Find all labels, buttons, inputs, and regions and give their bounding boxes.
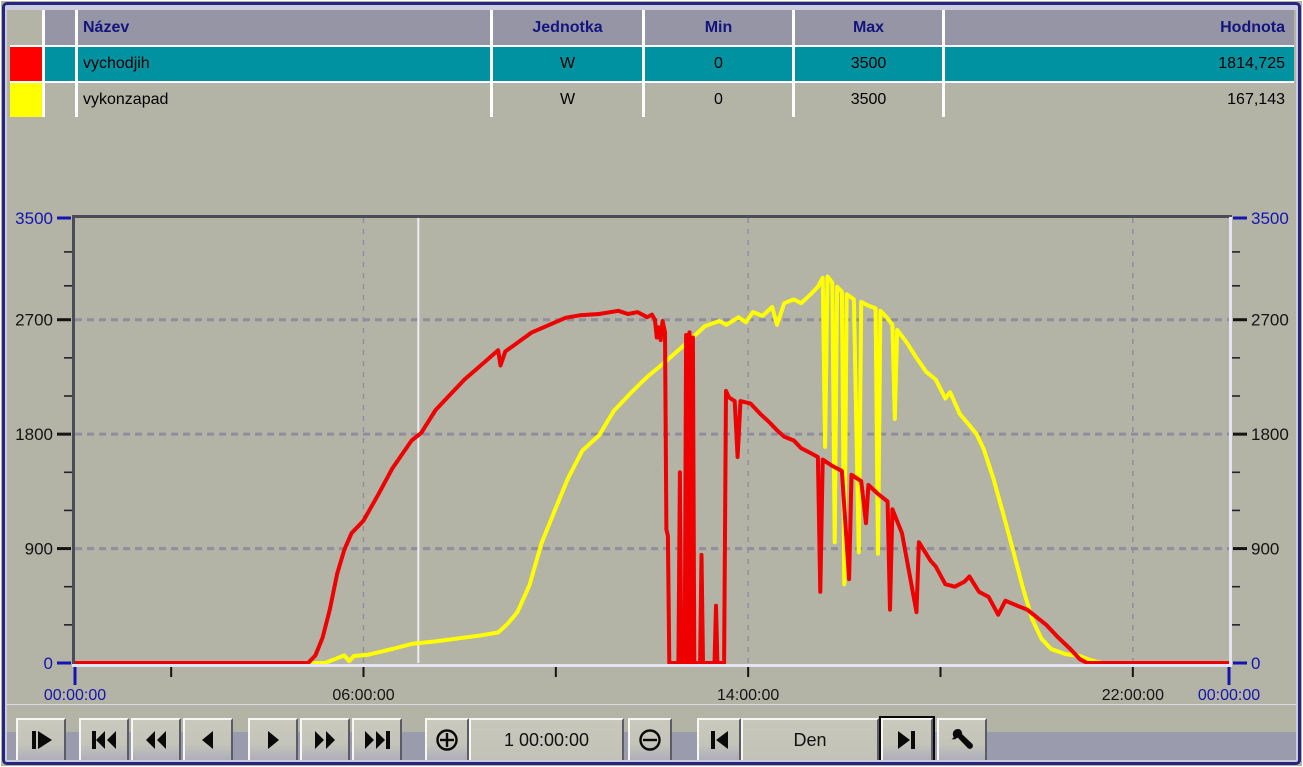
period-value: Den: [793, 729, 827, 750]
step-back-button[interactable]: [183, 718, 233, 762]
prev-period-button[interactable]: [697, 718, 741, 762]
skip-to-start-icon: [92, 731, 116, 749]
cell-max: 3500: [795, 83, 942, 117]
x-axis-label: 14:00:00: [717, 687, 779, 704]
series-color-swatch: [10, 83, 42, 117]
y-axis-label-right: 1800: [1251, 425, 1289, 444]
table-row-vykonzapad[interactable]: vykonzapad W 0 3500 167,143: [10, 83, 1294, 117]
y-axis-label-left: 0: [44, 654, 53, 673]
cell-spacer: [45, 47, 75, 81]
cell-spacer: [45, 83, 75, 117]
series-line-vykonzapad: [73, 274, 1231, 665]
header-cell-spacer: [45, 10, 75, 45]
next-period-button[interactable]: [879, 716, 935, 764]
play-pause-button[interactable]: [16, 718, 66, 762]
y-axis-label-left: 2700: [15, 311, 53, 330]
cell-max: 3500: [795, 47, 942, 81]
toolbar-separator: [5, 704, 1298, 705]
zoom-out-icon: [639, 729, 661, 751]
step-forward-icon: [268, 731, 279, 749]
cell-jednotka: W: [493, 47, 642, 81]
skip-to-end-button[interactable]: [352, 718, 402, 762]
y-axis-label-right: 2700: [1251, 311, 1289, 330]
x-axis-label: 00:00:00: [1198, 687, 1260, 704]
header-cell-min: Min: [645, 10, 792, 45]
cell-jednotka: W: [493, 83, 642, 117]
cell-nazev: vychodjih: [78, 47, 490, 81]
cell-min: 0: [645, 47, 792, 81]
series-line-vychodjih: [73, 308, 1231, 665]
skip-to-end-icon: [365, 731, 390, 749]
time-span-value: 1 00:00:00: [503, 729, 590, 750]
table-header-row: Název Jednotka Min Max Hodnota: [10, 10, 1294, 45]
window-top-strip: [5, 5, 1298, 10]
step-back-icon: [202, 731, 213, 749]
x-axis-label: 00:00:00: [44, 687, 106, 704]
fast-rewind-button[interactable]: [131, 718, 181, 762]
fast-forward-button[interactable]: [300, 718, 350, 762]
y-axis-label-left: 900: [25, 540, 53, 559]
time-span-display: 1 00:00:00: [469, 718, 624, 762]
cell-min: 0: [645, 83, 792, 117]
x-axis-label: 06:00:00: [332, 687, 394, 704]
trend-table: Název Jednotka Min Max Hodnota vychodjih W 0 350…: [10, 10, 1294, 117]
series-color-swatch: [10, 47, 42, 81]
trend-toolbar: 1 00:00:00 Den: [5, 707, 1298, 764]
header-cell-max: Max: [795, 10, 942, 45]
settings-button[interactable]: [937, 718, 987, 762]
header-cell-hodnota: Hodnota: [945, 10, 1294, 45]
next-period-icon: [898, 731, 915, 749]
header-cell-nazev: Název: [78, 10, 490, 45]
y-axis-label-left: 1800: [15, 425, 53, 444]
y-axis-label-left: 3500: [15, 209, 53, 228]
zoom-in-button[interactable]: [425, 718, 469, 762]
header-cell-color: [10, 10, 42, 45]
cell-hodnota: 167,143: [945, 83, 1294, 117]
fast-rewind-icon: [146, 731, 166, 749]
y-axis-label-right: 0: [1251, 654, 1260, 673]
prev-period-icon: [711, 731, 728, 749]
x-axis-label: 22:00:00: [1102, 687, 1164, 704]
cell-hodnota: 1814,725: [945, 47, 1294, 81]
wrench-icon: [951, 729, 973, 749]
zoom-out-button[interactable]: [628, 718, 672, 762]
y-axis-label-right: 900: [1251, 540, 1279, 559]
y-axis-label-right: 3500: [1251, 209, 1289, 228]
zoom-in-icon: [436, 729, 458, 751]
skip-to-start-button[interactable]: [79, 718, 129, 762]
table-row-vychodjih[interactable]: vychodjih W 0 3500 1814,725: [10, 47, 1294, 81]
step-forward-button[interactable]: [248, 718, 298, 762]
play-pause-icon: [32, 731, 52, 749]
fast-forward-icon: [315, 731, 335, 749]
header-cell-jednotka: Jednotka: [493, 10, 642, 45]
plot-area[interactable]: [75, 218, 1229, 663]
cell-nazev: vykonzapad: [78, 83, 490, 117]
period-display: Den: [741, 718, 879, 762]
